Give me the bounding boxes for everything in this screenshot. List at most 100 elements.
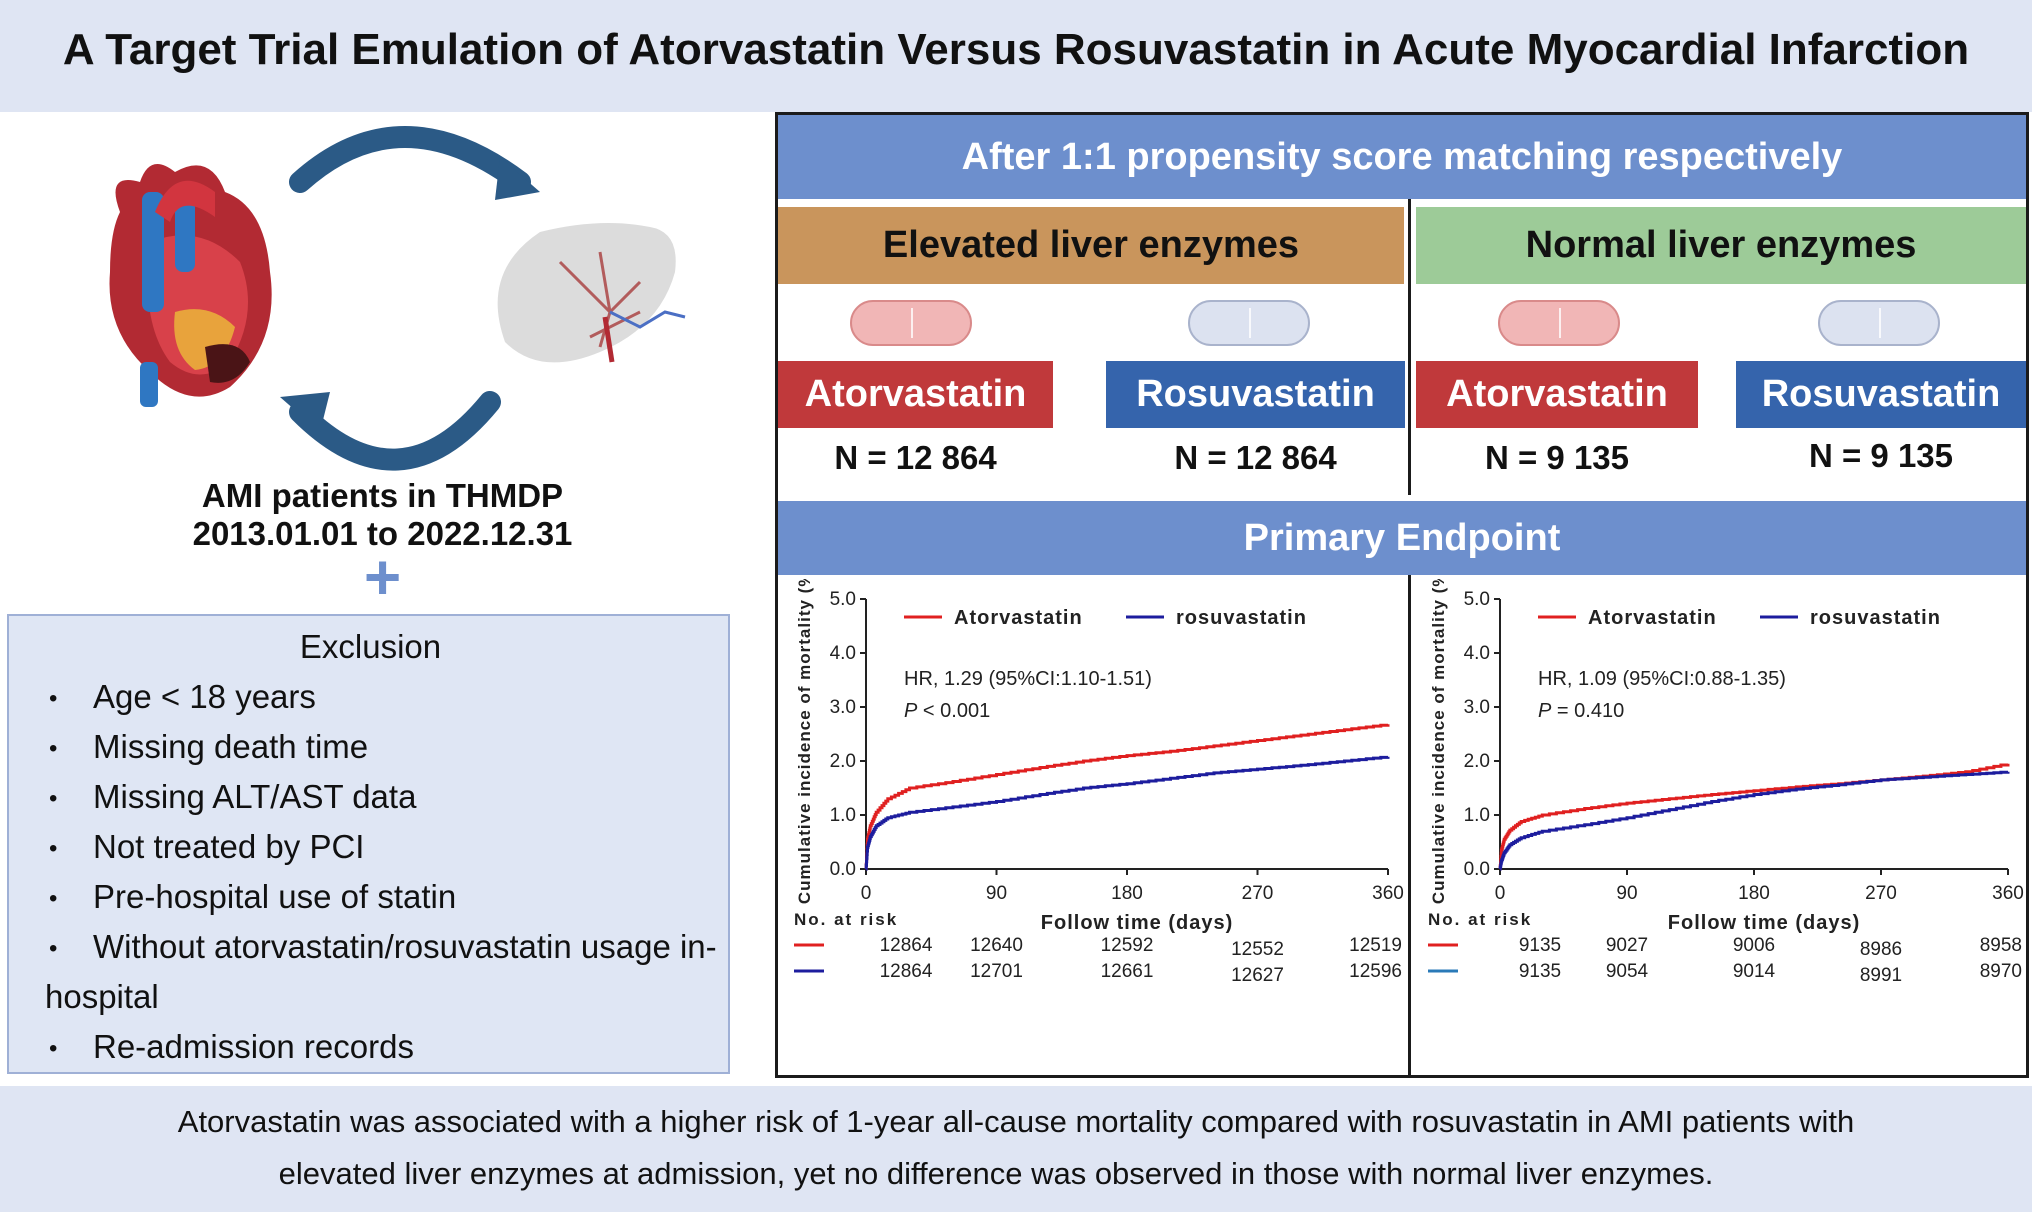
exclusion-item: • Pre-hospital use of statin: [49, 872, 729, 924]
conclusion-bar: Atorvastatin was associated with a highe…: [0, 1086, 2032, 1212]
arrow-head-top-icon: [495, 157, 540, 200]
hr-annotation: HR, 1.29 (95%CI:1.10-1.51): [904, 668, 1152, 690]
heart-liver-illustration: [109, 126, 686, 471]
risk-cell: 12627: [1231, 965, 1284, 986]
pill-icon: [1498, 300, 1620, 346]
pill-score-line: [911, 308, 913, 338]
conclusion-line-1: Atorvastatin was associated with a highe…: [177, 1104, 1855, 1139]
legend-label: Atorvastatin: [1588, 607, 1717, 629]
risk-cell: 12864: [880, 961, 933, 982]
risk-cell: 8991: [1860, 965, 1902, 986]
y-tick-label: 2.0: [1464, 751, 1490, 772]
y-tick-label: 1.0: [1464, 805, 1490, 826]
exclusion-title: Exclusion: [299, 628, 442, 665]
risk-cell: 12552: [1231, 939, 1284, 960]
x-tick-label: 270: [1865, 883, 1897, 904]
p-annotation: P = 0.410: [1538, 700, 1624, 722]
p-annotation: P < 0.001: [904, 700, 990, 722]
hr-annotation: HR, 1.09 (95%CI:0.88-1.35): [1538, 668, 1786, 690]
risk-cell: 9135: [1519, 961, 1561, 982]
x-tick-label: 0: [861, 883, 872, 904]
atorvastatin-box: Atorvastatin: [1416, 361, 1698, 428]
risk-cell: 9054: [1606, 961, 1649, 982]
exclusion-item: • Missing ALT/AST data: [49, 772, 729, 824]
chart-divider: [1408, 575, 1411, 1075]
y-tick-label: 1.0: [830, 805, 856, 826]
group-elevated-header: Elevated liver enzymes: [778, 207, 1404, 284]
title-bar: [0, 0, 2032, 112]
risk-cell: 8958: [1980, 935, 2022, 956]
risk-cell: 9135: [1519, 935, 1561, 956]
group-divider: [1408, 199, 1411, 495]
series-line-atorvastatin: [1498, 763, 2010, 871]
x-axis-label: Follow time (days): [1668, 912, 1860, 934]
conclusion-line-2: elevated liver enzymes at admission, yet…: [278, 1156, 1714, 1191]
bullet-icon: •: [49, 1035, 58, 1063]
arrow-top-icon: [289, 126, 531, 193]
exclusion-item: • Not treated by PCI: [49, 822, 729, 874]
y-tick-label: 0.0: [830, 859, 856, 880]
n-count: N = 9 135: [1484, 439, 1630, 476]
x-tick-label: 90: [986, 883, 1007, 904]
y-tick-label: 2.0: [830, 751, 856, 772]
risk-cell: 12661: [1101, 961, 1154, 982]
bullet-icon: •: [49, 685, 58, 713]
y-tick-label: 3.0: [1464, 697, 1490, 718]
cohort-line-2: 2013.01.01 to 2022.12.31: [192, 515, 573, 552]
pill-score-line: [1879, 308, 1881, 338]
pill-icon: [1818, 300, 1940, 346]
risk-cell: 8970: [1980, 961, 2022, 982]
cohort-line-1: AMI patients in THMDP: [201, 477, 564, 514]
x-tick-label: 0: [1495, 883, 1506, 904]
x-tick-label: 270: [1242, 883, 1274, 904]
bullet-icon: •: [49, 735, 58, 763]
risk-label: No. at risk: [794, 910, 898, 929]
exclusion-box: Exclusion • Age < 18 years • Missing death…: [7, 614, 730, 1074]
endpoint-header: Primary Endpoint: [778, 501, 2026, 575]
y-tick-label: 3.0: [830, 697, 856, 718]
bullet-icon: •: [49, 785, 58, 813]
pill-icon: [850, 300, 972, 346]
x-tick-label: 360: [1372, 883, 1404, 904]
legend-label: rosuvastatin: [1810, 607, 1941, 629]
y-tick-label: 5.0: [1464, 589, 1490, 610]
risk-cell: 9027: [1606, 935, 1648, 956]
risk-cell: 12592: [1101, 935, 1154, 956]
y-tick-label: 4.0: [830, 643, 856, 664]
exclusion-wrap: hospital: [45, 978, 159, 1015]
rosuvastatin-box: Rosuvastatin: [1106, 361, 1405, 428]
risk-cell: 9014: [1733, 961, 1776, 982]
n-count: N = 9 135: [1808, 437, 1954, 474]
x-tick-label: 360: [1992, 883, 2024, 904]
risk-cell: 12519: [1349, 935, 1402, 956]
right-panel: After 1:1 propensity score matching resp…: [775, 112, 2029, 1078]
group-normal-header: Normal liver enzymes: [1416, 207, 2026, 284]
pill-score-line: [1249, 308, 1251, 338]
y-axis-label: Cumulative incidence of mortality (%): [795, 579, 814, 904]
arrow-bottom-icon: [289, 391, 501, 471]
pill-score-line: [1559, 308, 1561, 338]
x-tick-label: 180: [1738, 883, 1770, 904]
bullet-icon: •: [49, 885, 58, 913]
bullet-icon: •: [49, 935, 58, 963]
risk-cell: 9006: [1733, 935, 1775, 956]
matching-header: After 1:1 propensity score matching resp…: [778, 115, 2026, 199]
exclusion-item: • Re-admission records: [49, 1022, 729, 1074]
y-tick-label: 0.0: [1464, 859, 1490, 880]
risk-cell: 8986: [1860, 939, 1902, 960]
series-line-atorvastatin: [864, 723, 1390, 871]
bullet-icon: •: [49, 835, 58, 863]
n-count: N = 12 864: [1174, 439, 1337, 476]
n-count: N = 12 864: [834, 439, 997, 476]
x-tick-label: 180: [1111, 883, 1143, 904]
plus-icon: +: [363, 541, 402, 613]
risk-cell: 12864: [880, 935, 933, 956]
atorvastatin-box: Atorvastatin: [778, 361, 1053, 428]
exclusion-item: • Without atorvastatin/rosuvastatin usage…: [49, 922, 729, 974]
y-tick-label: 4.0: [1464, 643, 1490, 664]
rosuvastatin-box: Rosuvastatin: [1736, 361, 2026, 428]
x-axis-label: Follow time (days): [1041, 912, 1233, 934]
exclusion-item: • Age < 18 years: [49, 672, 729, 724]
legend-label: Atorvastatin: [954, 607, 1083, 629]
y-axis-label: Cumulative incidence of mortality (%): [1429, 579, 1448, 904]
